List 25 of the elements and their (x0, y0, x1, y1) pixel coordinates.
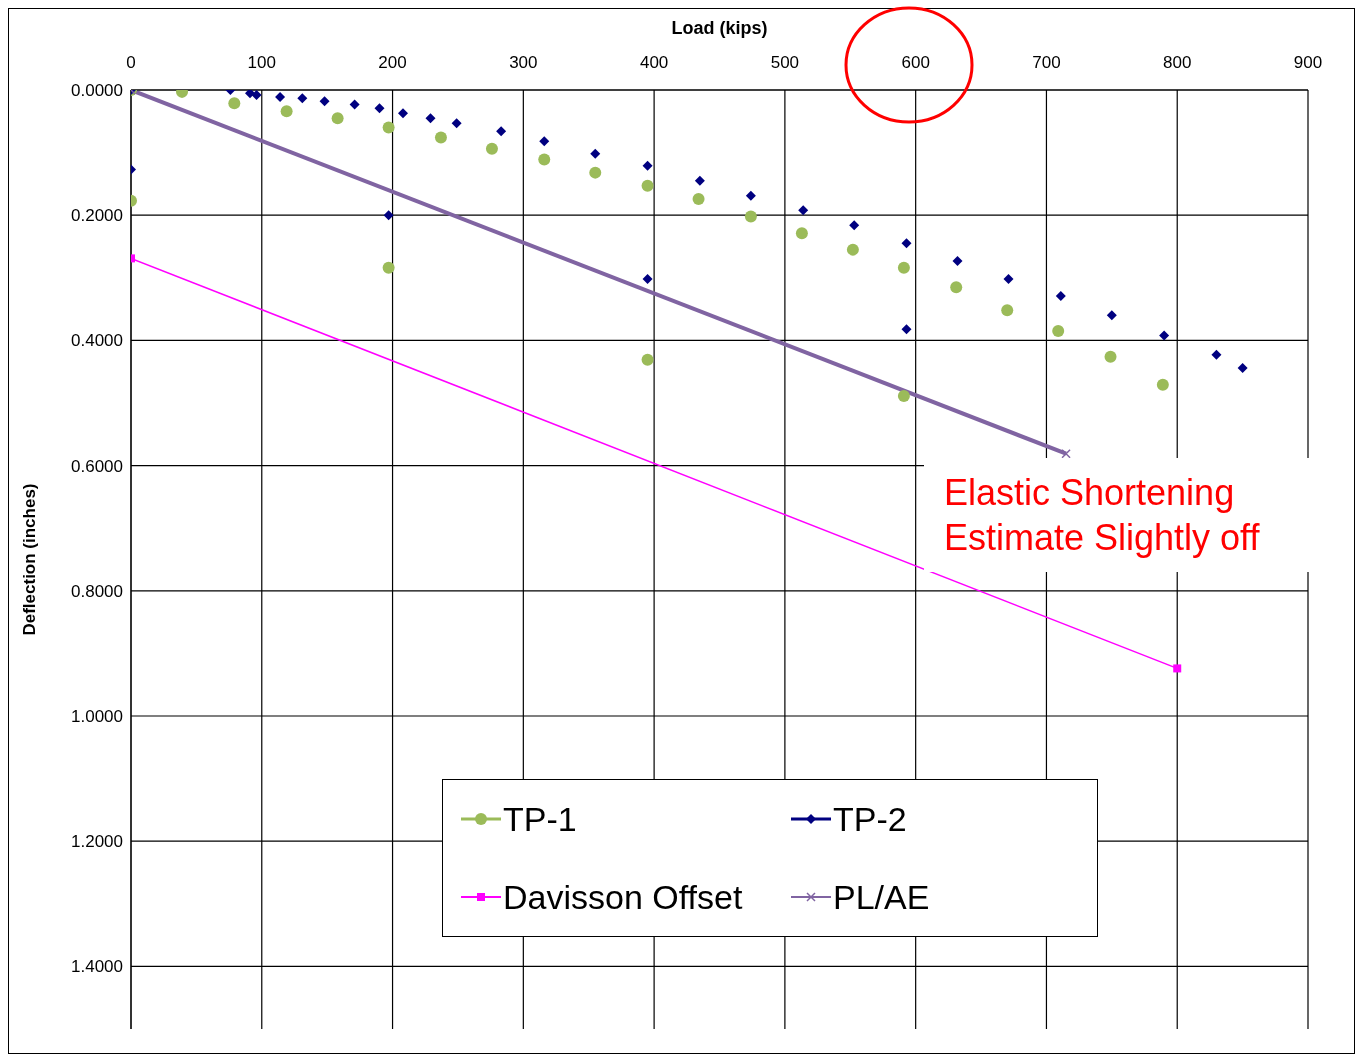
y-tick-label: 1.2000 (71, 832, 123, 852)
x-tick-label: 700 (1032, 53, 1061, 72)
legend-label: TP-2 (833, 799, 907, 839)
y-tick-label: 0.4000 (71, 331, 123, 351)
x-tick-label: 400 (639, 53, 669, 72)
y-tick-label: 1.0000 (71, 707, 123, 727)
y-tick-label: 0.0000 (71, 81, 123, 101)
x-tick-label: 300 (509, 53, 538, 72)
x-tick-label: 0 (126, 53, 136, 72)
y-tick-label: 0.8000 (71, 581, 123, 601)
x-tick-label: 900 (1293, 53, 1323, 72)
y-axis-title: Deflection (inches) (20, 483, 40, 636)
legend-label: TP-1 (503, 799, 577, 839)
y-tick-label: 1.4000 (71, 957, 123, 977)
y-tick-label: 0.6000 (71, 456, 123, 476)
legend-label: PL/AE (833, 877, 930, 917)
x-tick-label: 600 (901, 53, 930, 72)
legend-label: Davisson Offset (503, 877, 743, 917)
x-tick-label: 800 (1163, 53, 1192, 72)
annotation: Elastic Shortening Estimate Slightly off (924, 458, 1319, 572)
x-tick-label: 200 (378, 53, 407, 72)
x-axis-title: Load (kips) (671, 17, 768, 38)
x-tick-label: 500 (770, 53, 800, 72)
x-tick-label: 100 (247, 53, 276, 72)
y-tick-label: 0.2000 (71, 206, 123, 226)
